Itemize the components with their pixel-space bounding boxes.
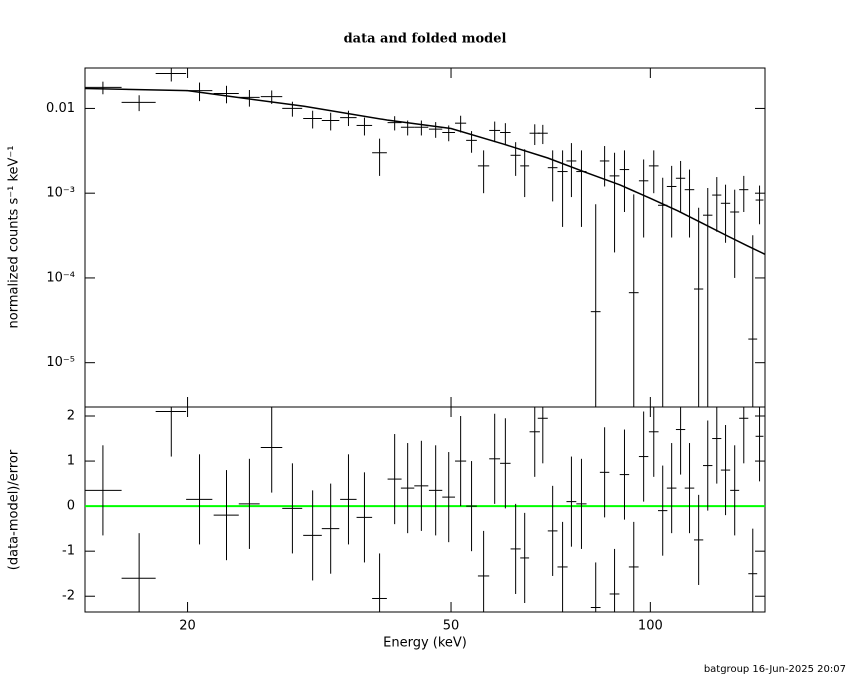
y-tick-label: 10⁻⁵ [46,355,75,370]
y-tick-label: -1 [62,544,75,559]
model-line [85,87,765,255]
x-tick-label: 50 [443,619,460,634]
plot-frame [84,406,766,613]
y-tick-label: 10⁻³ [46,186,75,201]
y-tick-label: 0 [67,499,75,514]
y-tick-label: 2 [67,409,75,424]
y-tick-label: 1 [67,454,75,469]
chart-title: data and folded model [344,32,507,47]
x-tick-label: 100 [638,619,663,634]
y-axis-label: (data-model)/error [7,449,22,570]
plot-area [85,68,765,407]
footer: batgroup 16-Jun-2025 20:07 [704,664,846,675]
y-tick-label: -2 [62,589,75,604]
y-axis-label: normalized counts s⁻¹ keV⁻¹ [7,146,22,329]
y-tick-label: 0.01 [46,101,75,116]
y-tick-label: 10⁻⁴ [46,270,75,285]
plot-area [85,407,765,612]
x-tick-label: 20 [179,619,196,634]
x-axis-label: Energy (keV) [383,636,467,651]
